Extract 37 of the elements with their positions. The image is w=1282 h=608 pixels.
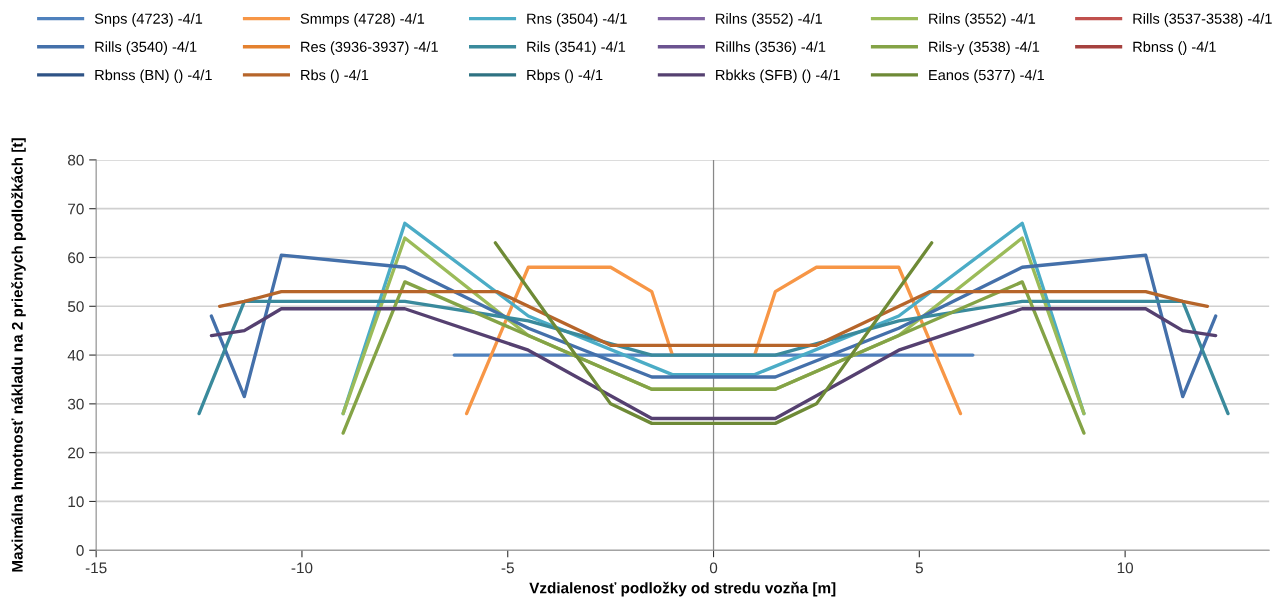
y-tick-label: 60 [68, 252, 84, 264]
x-tick-label: -15 [85, 562, 107, 574]
legend-label: Rbkks (SFB) () -4/1 [716, 69, 840, 84]
y-tick-label: 30 [67, 398, 84, 410]
legend-label: Rns (3504) -4/1 [527, 13, 627, 27]
legend-label: Rillhs (3536) -4/1 [716, 41, 826, 55]
legend-label: Rils (3541) -4/1 [527, 41, 626, 55]
x-tick-label: -10 [291, 562, 313, 574]
y-tick-label: 70 [68, 203, 84, 215]
line-series [217, 289, 1210, 347]
x-tick-label: 0 [709, 562, 718, 574]
legend-label: Rbs () -4/1 [301, 69, 369, 84]
line-series [341, 280, 1086, 435]
legend-label: Rilns (3552) -4/1 [929, 13, 1036, 27]
legend-label: Rills (3537-3538) -4/1 [1133, 13, 1272, 27]
legend-label: Rbps () -4/1 [527, 69, 603, 84]
legend-label: Snps (4723) -4/1 [94, 13, 203, 27]
line-series [209, 253, 1218, 399]
legend-label: Rbnss () -4/1 [1133, 41, 1216, 55]
x-tick-label: 10 [1117, 562, 1134, 574]
y-tick-label: 20 [68, 447, 84, 459]
legend-label: Rils-y (3538) -4/1 [929, 41, 1040, 55]
legend-label: Eanos (5377) -4/1 [929, 69, 1045, 84]
y-tick-label: 50 [67, 301, 84, 312]
y-tick-label: 40 [67, 349, 84, 361]
legend-label: Res (3936-3937) -4/1 [301, 41, 438, 55]
y-axis-title: Maximálna hmotnosť nákladu na 2 priečnych podložkách [t] [11, 138, 26, 572]
legend-label: Rills (3540) -4/1 [95, 41, 197, 55]
legend-label: Rilns (3552) -4/1 [716, 13, 822, 27]
x-axis-title: Vzdialenosť podložky od stredu vozňa [m] [529, 581, 836, 597]
legend-label: Rbnss (BN) () -4/1 [95, 69, 212, 84]
y-tick-label: 80 [68, 154, 84, 166]
y-tick-label: 10 [68, 496, 84, 508]
x-tick-label: -5 [501, 562, 514, 574]
legend-label: Smmps (4728) -4/1 [300, 13, 425, 27]
x-tick-label: 5 [915, 562, 923, 574]
y-tick-label: 0 [76, 545, 84, 556]
